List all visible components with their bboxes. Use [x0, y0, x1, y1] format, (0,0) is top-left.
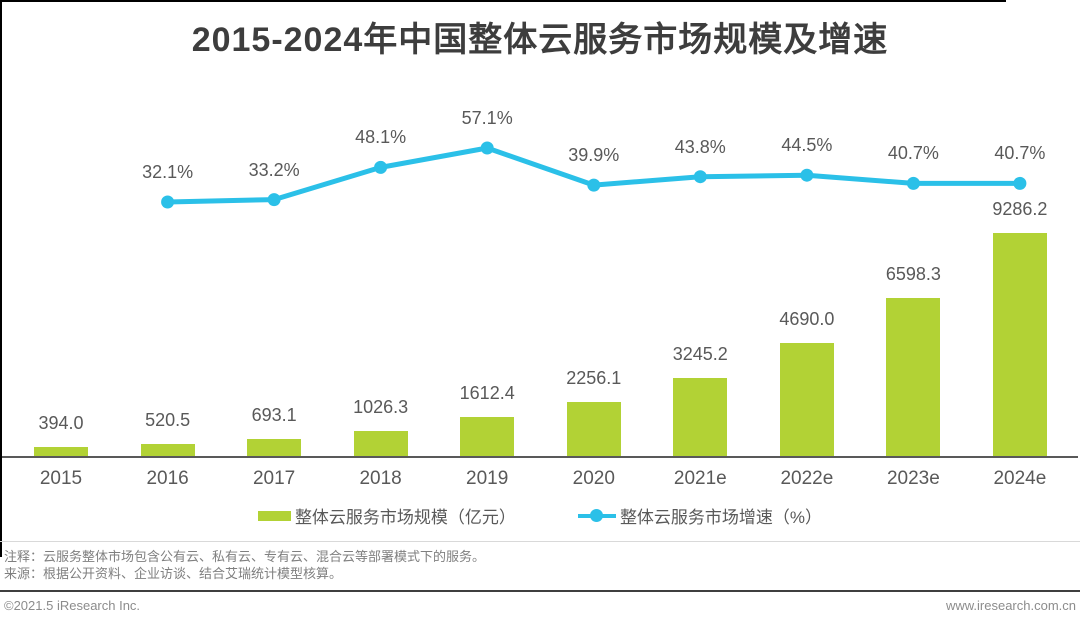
chart-title: 2015-2024年中国整体云服务市场规模及增速	[191, 21, 889, 59]
x-axis-label: 2020	[572, 468, 615, 489]
line-marker	[693, 170, 707, 184]
bar-value-label: 9286.2	[992, 199, 1048, 219]
chart-plot: 394.0 2015 520.5 2016 693.1 2017 1026.3 2018 161…	[2, 108, 1078, 489]
copyright-text: ©2021.5 iResearch Inc.	[4, 598, 141, 613]
bar-2023e	[886, 297, 941, 456]
line-series-swatch	[577, 508, 616, 522]
line-marker	[161, 195, 175, 209]
growth-value-label: 43.8%	[674, 136, 726, 157]
bar-2024e	[992, 233, 1047, 456]
x-axis-label: 2016	[146, 468, 189, 489]
growth-value-label: 32.1%	[142, 162, 194, 182]
bar-2020	[566, 401, 621, 456]
x-axis-label: 2024e	[993, 468, 1047, 489]
line-marker	[267, 193, 281, 207]
growth-value-label: 48.1%	[355, 127, 407, 148]
bar-value-label: 520.5	[145, 409, 191, 430]
growth-value-label: 44.5%	[781, 135, 833, 156]
footer-divider	[0, 590, 1080, 592]
note-source: 来源：根据公开资料、企业访谈、结合艾瑞统计模型核算。	[4, 566, 343, 581]
bar-value-label: 2256.1	[566, 367, 622, 388]
legend: 整体云服务市场规模（亿元） 整体云服务市场增速（%）	[0, 503, 1080, 528]
legend-label-growth-rate: 整体云服务市场增速（%）	[619, 508, 823, 527]
notes-top-divider	[0, 541, 1080, 542]
line-marker	[480, 141, 494, 155]
x-axis-label: 2022e	[780, 468, 834, 489]
note-definition: 注释：云服务整体市场包含公有云、私有云、专有云、混合云等部署模式下的服务。	[4, 549, 486, 564]
growth-value-label: 57.1%	[461, 108, 513, 128]
growth-value-label: 40.7%	[887, 143, 939, 164]
growth-value-label: 39.9%	[568, 145, 620, 166]
bar-2022e	[779, 343, 834, 456]
line-marker	[906, 176, 920, 190]
legend-label-market-size: 整体云服务市场规模（亿元）	[294, 508, 516, 527]
growth-value-label: 33.2%	[248, 159, 300, 180]
website-url: www.iresearch.com.cn	[945, 598, 1076, 613]
bar-2019	[460, 417, 515, 456]
legend-item-growth-rate: 整体云服务市场增速（%）	[577, 503, 823, 528]
line-marker	[1013, 176, 1027, 190]
bar-value-label: 1612.4	[459, 383, 515, 404]
notes: 注释：云服务整体市场包含公有云、私有云、专有云、混合云等部署模式下的服务。 来源…	[4, 548, 485, 582]
x-axis-label: 2015	[39, 468, 83, 489]
growth-line-chart	[161, 141, 1027, 209]
bar-value-label: 1026.3	[353, 397, 409, 418]
line-marker	[374, 160, 388, 174]
x-axis-label: 2018	[359, 468, 402, 489]
bar-value-label: 4690.0	[779, 309, 835, 330]
bar-value-label: 394.0	[38, 412, 84, 433]
frame-left-edge	[0, 0, 2, 557]
frame-top-edge	[0, 0, 1006, 2]
bar-series-swatch	[257, 510, 291, 521]
bar-2021e	[673, 378, 728, 456]
x-axis-label: 2023e	[886, 468, 940, 489]
x-axis-label: 2019	[466, 468, 509, 489]
line-marker	[587, 178, 601, 192]
bar-2018	[353, 431, 408, 456]
line-series-dot	[589, 508, 603, 522]
x-axis-label: 2017	[252, 468, 296, 489]
bar-value-label: 3245.2	[672, 344, 728, 365]
bar-2015	[34, 446, 88, 456]
growth-value-label: 40.7%	[994, 143, 1046, 164]
bar-value-label: 6598.3	[885, 263, 941, 284]
bar-2017	[247, 439, 302, 456]
bar-2016	[140, 443, 195, 456]
line-marker	[800, 168, 814, 182]
bar-value-label: 693.1	[251, 405, 297, 426]
legend-item-market-size: 整体云服务市场规模（亿元）	[257, 503, 516, 528]
x-axis-line	[2, 456, 1078, 458]
x-axis-label: 2021e	[673, 468, 727, 489]
